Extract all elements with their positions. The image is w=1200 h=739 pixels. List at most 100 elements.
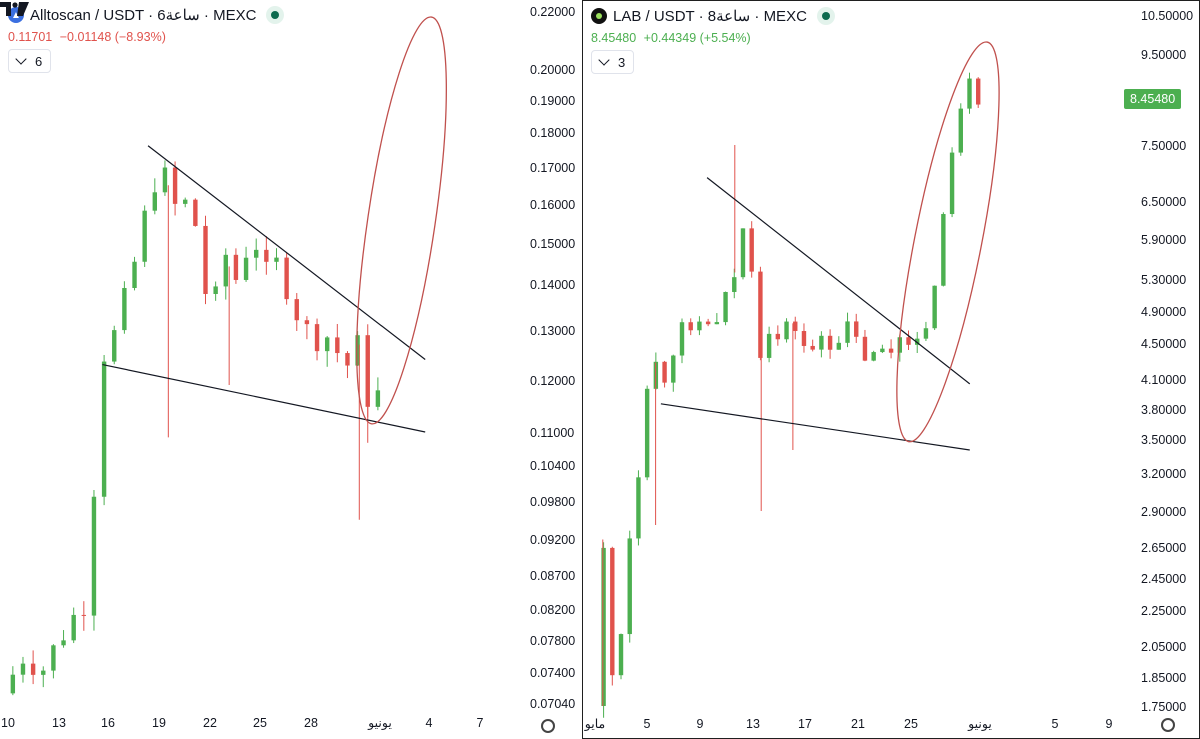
- symbol-title: Alltoscan / USDT · 6ساعة · MEXC: [30, 7, 257, 24]
- symbol-header[interactable]: ▲ Alltoscan / USDT · 6ساعة · MEXC: [8, 6, 285, 24]
- candle-body: [644, 388, 650, 478]
- y-tick-label: 0.20000: [530, 63, 575, 77]
- y-tick-label: 0.15000: [530, 237, 575, 251]
- y-tick-label: 10.50000: [1141, 9, 1193, 23]
- x-tick-label: 25: [253, 716, 267, 730]
- price-change-pct: (−8.93%): [114, 30, 166, 44]
- x-tick-label: 21: [851, 717, 865, 731]
- candle-body: [801, 331, 807, 346]
- y-tick-label: 2.45000: [1141, 572, 1186, 586]
- candle-body: [162, 167, 168, 193]
- y-tick-label: 4.50000: [1141, 337, 1186, 351]
- candle-body: [345, 353, 350, 366]
- y-tick-label: 0.14000: [530, 278, 575, 292]
- candle-body: [112, 330, 117, 362]
- y-tick-label: 0.09800: [530, 495, 575, 509]
- annotation-ellipse: [896, 41, 1000, 443]
- candle-body: [949, 152, 955, 215]
- x-tick-label: 7: [477, 716, 484, 730]
- candle-body: [193, 199, 198, 226]
- y-tick-label: 0.11000: [530, 426, 574, 440]
- candle-body: [375, 390, 381, 407]
- candle-body: [871, 352, 876, 361]
- x-tick-label: 16: [101, 716, 115, 730]
- candle-body: [958, 108, 963, 153]
- trendline-lower: [102, 363, 426, 433]
- indicators-toggle-button[interactable]: 6: [8, 49, 52, 73]
- candle-body: [203, 225, 208, 294]
- tradingview-logo-icon: [0, 2, 29, 16]
- candle-body: [132, 261, 137, 288]
- candle-body: [81, 614, 87, 616]
- candle-body: [819, 335, 824, 350]
- candle-body: [61, 640, 66, 646]
- y-tick-label: 0.10400: [530, 459, 575, 473]
- candle-body: [888, 348, 894, 353]
- y-tick-label: 0.07800: [530, 634, 575, 648]
- indicators-count: 6: [35, 53, 43, 69]
- candle-body: [810, 345, 815, 350]
- x-tick-label: 5: [1052, 717, 1059, 731]
- candle-body: [766, 333, 772, 358]
- chart-settings-gear-icon[interactable]: [541, 719, 555, 733]
- y-tick-label: 0.22000: [530, 5, 575, 19]
- candle-body: [294, 299, 299, 321]
- y-tick-label: 5.90000: [1141, 233, 1186, 247]
- y-tick-label: 4.90000: [1141, 305, 1186, 319]
- x-tick-label: مايو: [584, 717, 605, 732]
- candle-body: [243, 257, 249, 280]
- candle-body: [274, 257, 279, 262]
- chart-panel-lab[interactable]: 10.50000 9.50000 7.50000 6.50000 5.90000 5.30…: [582, 0, 1200, 739]
- y-tick-label: 7.50000: [1141, 139, 1186, 153]
- candle-body: [264, 249, 269, 262]
- symbol-header[interactable]: LAB / USDT · 8ساعة · MEXC: [591, 7, 835, 25]
- candle-body: [705, 321, 711, 325]
- chart-canvas-lab[interactable]: 10.50000 9.50000 7.50000 6.50000 5.90000 5.30…: [583, 1, 1200, 739]
- y-tick-label: 0.18000: [530, 126, 575, 140]
- price-change-pct: (+5.54%): [699, 31, 751, 45]
- indicators-toggle-button[interactable]: 3: [591, 50, 635, 74]
- y-tick-label: 0.07400: [530, 666, 575, 680]
- current-price-tag: 8.45480: [1124, 88, 1182, 109]
- candle-body: [845, 321, 850, 343]
- x-axis: 10 13 16 19 22 25 28 يونيو 4 7: [1, 716, 483, 731]
- x-axis: مايو 5 9 13 17 21 25 يونيو 5 9: [584, 717, 1113, 732]
- market-open-dot-icon: [266, 6, 285, 24]
- candle-body: [915, 338, 920, 345]
- candle-body: [152, 192, 158, 211]
- candle-body: [71, 614, 76, 641]
- x-tick-label: 13: [52, 716, 66, 730]
- y-tick-label: 2.05000: [1141, 640, 1186, 654]
- candle-body: [41, 670, 46, 675]
- x-tick-label: 4: [426, 716, 433, 730]
- y-axis: 0.22000 0.20000 0.19000 0.18000 0.17000 0.160…: [530, 5, 575, 711]
- candle-body: [636, 477, 641, 539]
- last-price: 0.11701: [8, 30, 53, 44]
- y-tick-label: 0.07040: [530, 697, 575, 711]
- chevron-down-icon: [598, 54, 610, 66]
- candle-body: [172, 167, 178, 204]
- candle-body: [213, 286, 218, 294]
- y-tick-label: 0.08700: [530, 569, 575, 583]
- y-tick-label: 3.80000: [1141, 403, 1186, 417]
- candle-body: [10, 674, 16, 694]
- candle-body: [610, 547, 615, 676]
- candle-body: [91, 496, 97, 616]
- x-tick-label: 19: [152, 716, 166, 730]
- candle-body: [749, 228, 754, 272]
- chart-panel-alltoscan[interactable]: 0.22000 0.20000 0.19000 0.18000 0.17000 0.160…: [0, 0, 582, 739]
- chart-canvas-alltoscan[interactable]: 0.22000 0.20000 0.19000 0.18000 0.17000 0.160…: [0, 0, 582, 739]
- chart-settings-gear-icon[interactable]: [1161, 718, 1175, 732]
- trendline-lower: [660, 403, 970, 451]
- price-quote: 0.11701 −0.01148 (−8.93%): [8, 30, 166, 44]
- x-tick-label: 9: [697, 717, 704, 731]
- candle-body: [976, 78, 981, 105]
- x-tick-label: يونيو: [367, 716, 392, 731]
- candle-body: [740, 228, 746, 278]
- candles: [10, 160, 381, 696]
- candle-body: [51, 645, 56, 671]
- candle-body: [30, 663, 36, 675]
- x-tick-label: 10: [1, 716, 15, 730]
- y-tick-label: 6.50000: [1141, 195, 1186, 209]
- y-tick-label: 0.09200: [530, 533, 575, 547]
